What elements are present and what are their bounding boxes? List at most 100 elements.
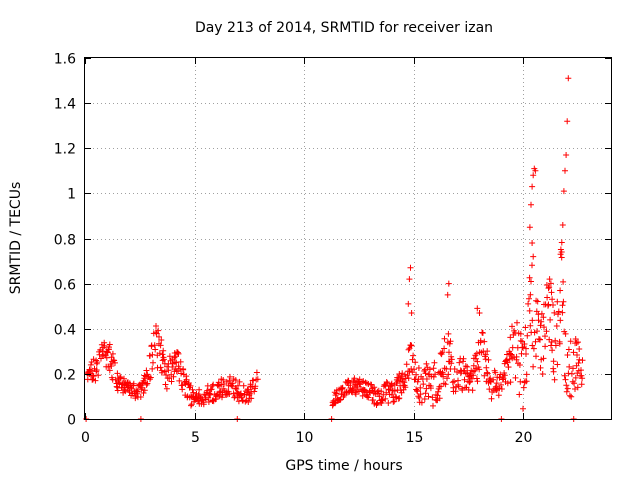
data-point — [486, 386, 493, 393]
data-point — [423, 376, 430, 382]
data-point — [485, 356, 492, 363]
data-point — [526, 224, 533, 231]
data-point — [552, 337, 559, 344]
data-point — [548, 289, 555, 296]
data-point — [446, 349, 452, 356]
data-point — [180, 366, 187, 373]
data-point — [413, 371, 420, 378]
data-point — [570, 365, 576, 372]
data-point — [444, 375, 450, 382]
data-point — [417, 384, 424, 391]
data-point — [227, 373, 233, 380]
data-point — [529, 262, 535, 269]
y-tick-label: 0.2 — [54, 368, 76, 384]
data-point — [571, 380, 578, 387]
data-point — [550, 302, 556, 308]
y-tick-label: 0.4 — [54, 323, 76, 339]
data-point — [448, 356, 455, 363]
data-point — [156, 333, 162, 340]
data-point — [445, 371, 452, 378]
data-point — [174, 349, 181, 356]
data-point — [578, 381, 585, 388]
data-point — [517, 330, 524, 337]
data-point — [165, 367, 172, 374]
data-point — [441, 345, 448, 352]
data-point — [407, 342, 414, 349]
data-point — [558, 254, 565, 261]
data-point — [379, 396, 386, 403]
data-point — [133, 389, 140, 395]
data-point — [430, 365, 437, 372]
y-tick-label: 0.8 — [54, 233, 76, 249]
grid — [85, 58, 611, 419]
data-point — [137, 394, 144, 400]
data-point — [449, 379, 456, 386]
data-point — [455, 383, 462, 390]
data-point — [569, 378, 576, 385]
data-point — [552, 342, 559, 349]
data-point — [547, 280, 554, 287]
data-point — [482, 356, 489, 363]
data-point — [337, 397, 344, 403]
data-point — [541, 324, 547, 331]
data-point — [484, 369, 490, 376]
data-point — [466, 379, 473, 386]
data-point — [240, 382, 247, 389]
data-point — [549, 296, 556, 303]
data-point — [529, 317, 536, 324]
data-point — [404, 372, 411, 379]
data-point — [564, 118, 571, 125]
data-point — [388, 391, 395, 398]
data-point — [178, 370, 185, 377]
data-point — [163, 372, 170, 378]
data-point — [147, 374, 154, 381]
data-point — [567, 338, 574, 345]
data-point — [526, 274, 533, 281]
data-point — [501, 372, 508, 379]
data-point — [546, 284, 553, 291]
data-point — [415, 365, 422, 371]
data-point — [521, 341, 528, 347]
data-point — [436, 395, 443, 402]
data-point — [109, 350, 116, 357]
data-point — [373, 400, 380, 407]
data-point — [539, 371, 546, 377]
data-point — [163, 385, 170, 392]
data-point — [565, 75, 572, 82]
data-point — [488, 395, 495, 402]
data-point — [550, 368, 557, 375]
data-point — [564, 352, 571, 358]
y-tick-label: 1.4 — [54, 97, 76, 113]
data-point — [562, 330, 569, 337]
data-point — [176, 377, 183, 384]
data-point — [130, 380, 137, 387]
data-point — [166, 353, 173, 360]
data-point — [451, 378, 458, 385]
data-point — [532, 167, 539, 174]
data-point — [555, 308, 562, 315]
data-point — [248, 395, 255, 402]
x-axis-label: GPS time / hours — [285, 458, 402, 474]
data-point — [430, 373, 437, 380]
data-point — [226, 377, 233, 384]
data-point — [423, 360, 430, 367]
data-point — [236, 378, 243, 385]
data-point — [557, 317, 564, 324]
data-point — [429, 394, 436, 401]
data-point — [522, 324, 529, 331]
data-point — [183, 376, 190, 383]
data-point — [460, 355, 467, 362]
data-point — [564, 385, 571, 392]
data-point — [175, 350, 182, 357]
data-point — [530, 363, 537, 370]
x-tick-label: 5 — [191, 430, 200, 446]
data-point — [563, 382, 570, 389]
data-point — [500, 375, 507, 382]
data-point — [579, 375, 586, 382]
data-point — [253, 369, 260, 376]
data-point — [481, 338, 488, 345]
data-point — [128, 385, 135, 392]
data-point — [218, 381, 225, 388]
data-point — [566, 392, 573, 399]
data-point — [93, 367, 100, 373]
